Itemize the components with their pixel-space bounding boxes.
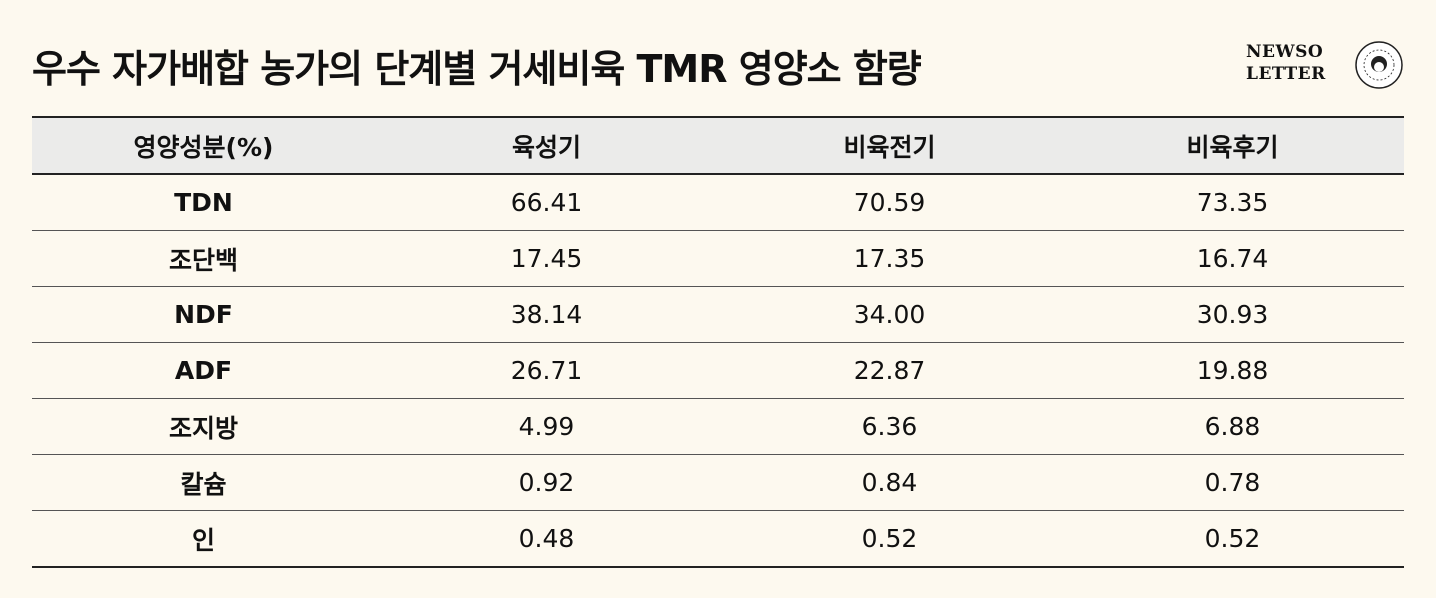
cell: 34.00 — [853, 300, 926, 329]
row-label: NDF — [174, 300, 233, 329]
cell: 0.52 — [861, 524, 918, 553]
column-header: 영양성분(%) — [133, 132, 274, 162]
cell: 30.93 — [1196, 300, 1269, 329]
title: 우수 자가배합 농가의 단계별 거세비육 TMR 영양소 함량 — [32, 47, 922, 91]
table-row: 인 0.48 0.52 0.52 — [32, 511, 1404, 567]
cell: 6.36 — [861, 412, 918, 441]
logo-badge — [1355, 41, 1403, 89]
table-row: TDN 66.41 70.59 73.35 — [32, 174, 1404, 231]
cell: 0.84 — [861, 468, 918, 497]
cell: 6.88 — [1204, 412, 1261, 441]
table-row: 조단백 17.45 17.35 16.74 — [32, 231, 1404, 287]
row-label: 인 — [191, 525, 215, 555]
cell: 73.35 — [1196, 188, 1269, 217]
cell: 26.71 — [510, 356, 583, 385]
column-header: 비육전기 — [843, 132, 936, 162]
row-label: 칼슘 — [180, 469, 227, 499]
row-label: 조지방 — [168, 413, 238, 443]
cell: 17.45 — [510, 244, 583, 273]
logo-text: LETTER — [1246, 64, 1326, 84]
row-label: ADF — [174, 356, 233, 385]
column-header: 비육후기 — [1186, 132, 1279, 162]
logo-text: NEWSO — [1246, 42, 1324, 62]
nutrient-table: 영양성분(%) 육성기 비육전기 비육후기 TDN 66.41 70.59 73.35 조단백… — [32, 116, 1404, 568]
table-row: 칼슘 0.92 0.84 0.78 — [32, 455, 1404, 511]
cell: 38.14 — [510, 300, 583, 329]
cell: 0.92 — [518, 468, 575, 497]
row-label: 조단백 — [168, 245, 238, 275]
cell: 19.88 — [1196, 356, 1269, 385]
cell: 16.74 — [1196, 244, 1269, 273]
table-row: 조지방 4.99 6.36 6.88 — [32, 399, 1404, 455]
cell: 0.52 — [1204, 524, 1261, 553]
cell: 70.59 — [853, 188, 926, 217]
cell: 66.41 — [510, 188, 583, 217]
column-header: 육성기 — [511, 132, 581, 162]
cell: 4.99 — [518, 412, 575, 441]
cell: 17.35 — [853, 244, 926, 273]
row-label: TDN — [174, 188, 233, 217]
cell: 0.78 — [1204, 468, 1261, 497]
logo: NEWSO LETTER — [1246, 40, 1406, 90]
cell: 0.48 — [518, 524, 575, 553]
cell: 22.87 — [853, 356, 926, 385]
table-row: ADF 26.71 22.87 19.88 — [32, 343, 1404, 399]
header-row: 영양성분(%) 육성기 비육전기 비육후기 — [32, 117, 1404, 174]
table-row: NDF 38.14 34.00 30.93 — [32, 287, 1404, 343]
